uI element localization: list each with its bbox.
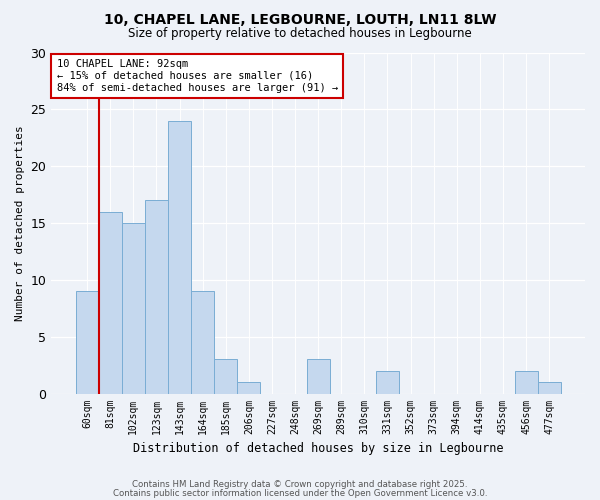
Text: Size of property relative to detached houses in Legbourne: Size of property relative to detached ho… xyxy=(128,28,472,40)
Bar xyxy=(122,223,145,394)
Bar xyxy=(76,291,98,394)
Text: 10, CHAPEL LANE, LEGBOURNE, LOUTH, LN11 8LW: 10, CHAPEL LANE, LEGBOURNE, LOUTH, LN11 … xyxy=(104,12,496,26)
Bar xyxy=(515,371,538,394)
Y-axis label: Number of detached properties: Number of detached properties xyxy=(15,125,25,321)
Bar xyxy=(145,200,168,394)
Bar xyxy=(237,382,260,394)
Bar xyxy=(307,360,329,394)
Text: Contains public sector information licensed under the Open Government Licence v3: Contains public sector information licen… xyxy=(113,490,487,498)
Text: 10 CHAPEL LANE: 92sqm
← 15% of detached houses are smaller (16)
84% of semi-deta: 10 CHAPEL LANE: 92sqm ← 15% of detached … xyxy=(56,60,338,92)
Bar xyxy=(191,291,214,394)
Bar xyxy=(98,212,122,394)
Text: Contains HM Land Registry data © Crown copyright and database right 2025.: Contains HM Land Registry data © Crown c… xyxy=(132,480,468,489)
Bar xyxy=(168,120,191,394)
Bar xyxy=(376,371,399,394)
Bar xyxy=(214,360,237,394)
X-axis label: Distribution of detached houses by size in Legbourne: Distribution of detached houses by size … xyxy=(133,442,503,455)
Bar xyxy=(538,382,561,394)
